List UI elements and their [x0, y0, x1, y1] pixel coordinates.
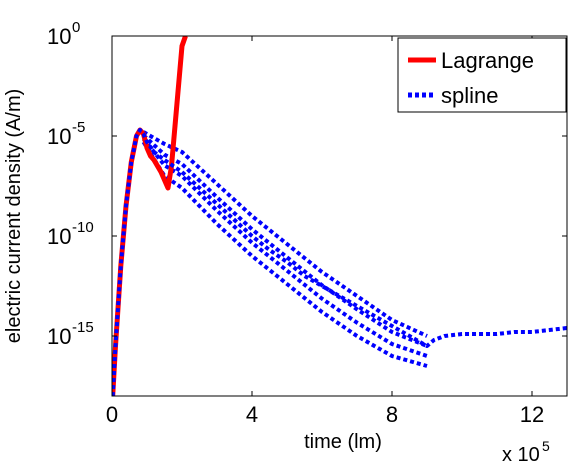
legend-label-lagrange: Lagrange	[441, 48, 534, 73]
x-multiplier: x 10 5	[502, 438, 550, 464]
x-multiplier-exponent: 5	[542, 438, 550, 454]
y-tick-label-exponent: 0	[72, 19, 80, 36]
legend-label-spline: spline	[441, 83, 498, 108]
spline-band-strand	[141, 140, 428, 368]
series-line-lagrange	[112, 36, 188, 396]
y-tick-label-exponent: -10	[72, 219, 94, 236]
x-tick-label: 4	[246, 402, 258, 427]
axes-frame	[111, 35, 568, 397]
y-axis-label: electric current density (A/m)	[3, 89, 25, 344]
spline-band-strand	[142, 130, 428, 338]
legend-box	[397, 37, 567, 113]
x-tick-label: 12	[520, 402, 544, 427]
y-tick-label-exponent: -15	[72, 319, 94, 336]
x-tick-label: 0	[106, 402, 118, 427]
legend: Lagrange spline	[397, 37, 567, 113]
y-tick-label: 10	[47, 224, 71, 249]
y-tick-label: 10	[47, 324, 71, 349]
x-multiplier-text: x 10	[502, 444, 540, 464]
x-axis-label: time (lm)	[304, 431, 382, 453]
y-tick-label: 10	[47, 24, 71, 49]
series-layer	[112, 36, 567, 396]
y-tick-label-exponent: -5	[72, 119, 85, 136]
x-tick-label: 8	[386, 402, 398, 427]
series-line-spline	[112, 128, 567, 396]
y-tick-label: 10	[47, 124, 71, 149]
